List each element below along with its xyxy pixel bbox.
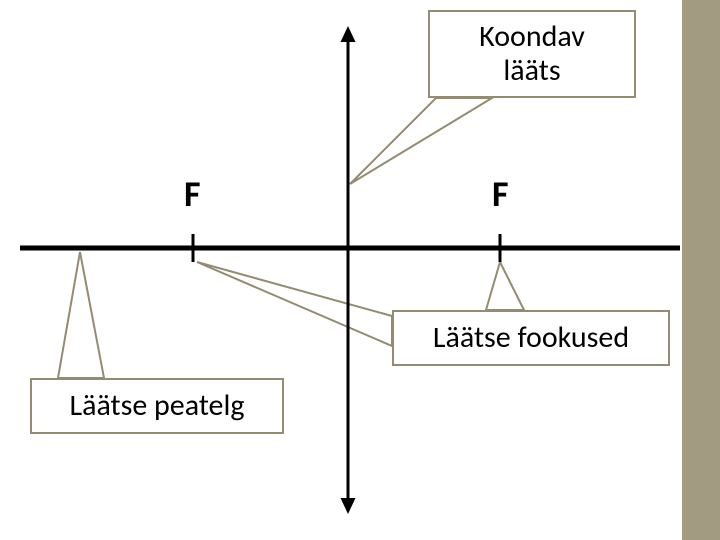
callout-converging-lens: Koondav lääts [428, 10, 636, 98]
focal-label-right: F [492, 172, 509, 216]
callout-focal-points-text: Läätse fookused [433, 321, 629, 356]
callout-converging-lens-text: Koondav lääts [479, 20, 585, 89]
focal-label-left: F [184, 172, 201, 216]
callout-principal-axis-text: Läätse peatelg [69, 389, 244, 424]
callout-focal-points: Läätse fookused [392, 310, 670, 366]
callout-principal-axis: Läätse peatelg [30, 378, 284, 434]
